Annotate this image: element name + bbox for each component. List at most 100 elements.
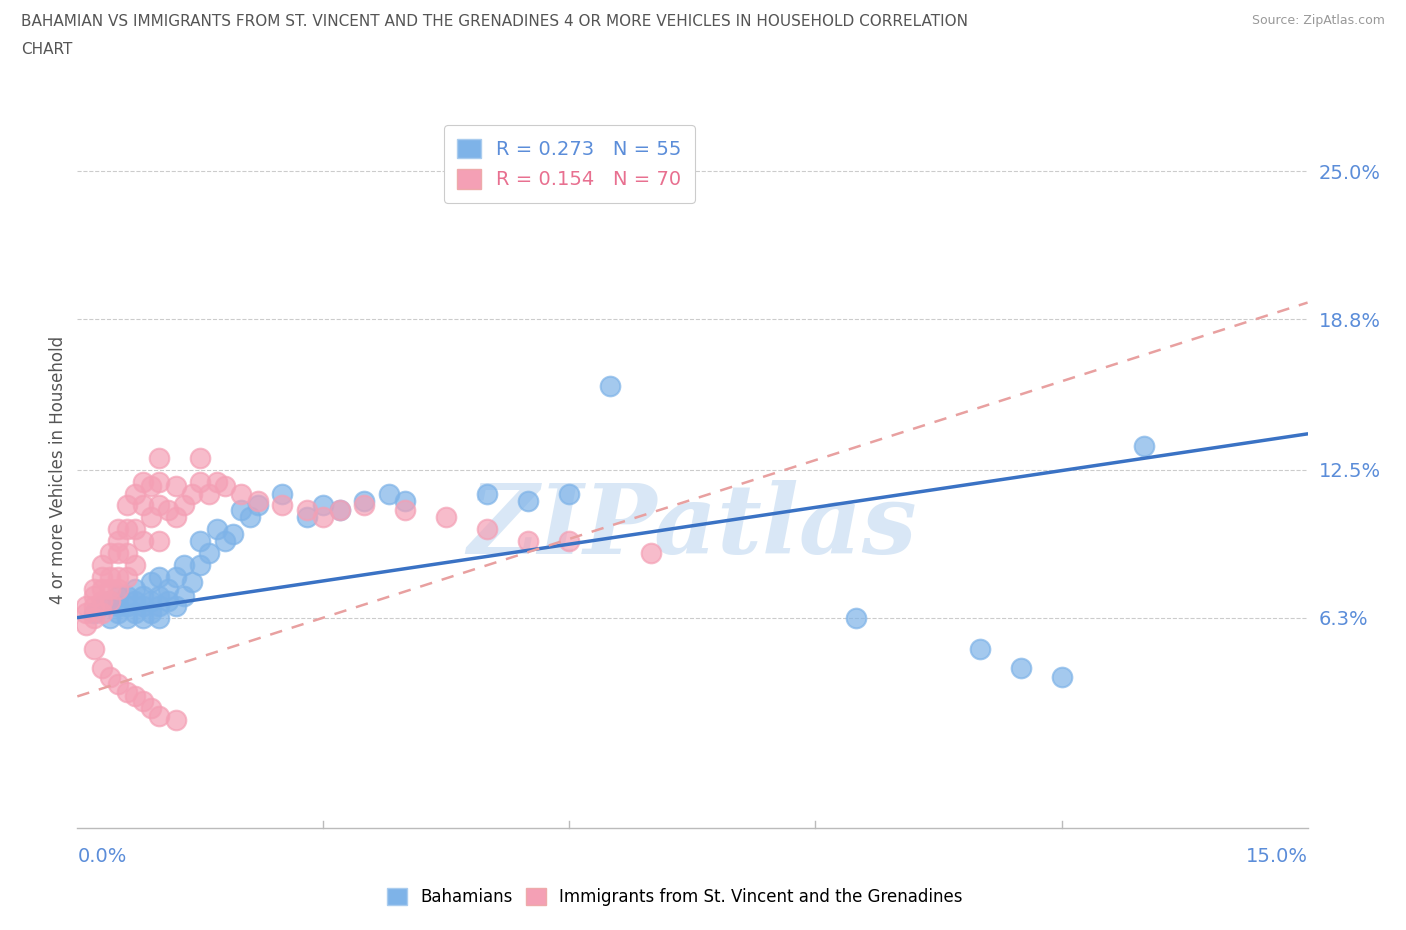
Point xyxy=(197,486,219,501)
Point xyxy=(188,450,212,465)
Point xyxy=(517,534,540,549)
Point xyxy=(141,510,163,525)
Point xyxy=(98,569,121,585)
Point xyxy=(83,581,105,596)
Point xyxy=(107,677,129,692)
Point xyxy=(231,503,253,518)
Point xyxy=(181,575,204,590)
Point xyxy=(90,593,114,608)
Text: CHART: CHART xyxy=(21,42,73,57)
Point xyxy=(271,498,294,513)
Point xyxy=(115,684,138,699)
Point xyxy=(132,610,155,625)
Point xyxy=(115,589,138,604)
Point xyxy=(90,660,114,675)
Point xyxy=(75,598,97,613)
Point xyxy=(517,493,540,508)
Point xyxy=(90,605,114,620)
Point xyxy=(107,546,129,561)
Point xyxy=(197,546,219,561)
Text: 15.0%: 15.0% xyxy=(1246,847,1308,866)
Point xyxy=(239,510,262,525)
Point xyxy=(141,479,163,494)
Point xyxy=(124,486,146,501)
Point xyxy=(124,689,146,704)
Point xyxy=(477,486,499,501)
Point xyxy=(148,534,170,549)
Point xyxy=(205,474,228,489)
Text: Source: ZipAtlas.com: Source: ZipAtlas.com xyxy=(1251,14,1385,27)
Point xyxy=(115,610,138,625)
Point xyxy=(271,486,294,501)
Point xyxy=(214,534,236,549)
Point xyxy=(181,486,204,501)
Point xyxy=(188,534,212,549)
Point xyxy=(75,618,97,632)
Point xyxy=(107,598,129,613)
Point xyxy=(165,479,187,494)
Point xyxy=(107,522,129,537)
Text: BAHAMIAN VS IMMIGRANTS FROM ST. VINCENT AND THE GRENADINES 4 OR MORE VEHICLES IN: BAHAMIAN VS IMMIGRANTS FROM ST. VINCENT … xyxy=(21,14,969,29)
Point xyxy=(98,593,121,608)
Point xyxy=(107,581,129,596)
Point xyxy=(98,581,121,596)
Point xyxy=(436,510,458,525)
Point xyxy=(107,569,129,585)
Point xyxy=(141,701,163,716)
Point xyxy=(173,498,195,513)
Point xyxy=(83,589,105,604)
Point xyxy=(1010,660,1032,675)
Point xyxy=(173,558,195,573)
Point xyxy=(222,526,245,541)
Point xyxy=(558,486,581,501)
Point xyxy=(165,712,187,727)
Point xyxy=(599,379,621,393)
Point xyxy=(124,522,146,537)
Point xyxy=(132,474,155,489)
Point xyxy=(132,498,155,513)
Point xyxy=(148,450,170,465)
Point xyxy=(132,694,155,709)
Point xyxy=(246,493,269,508)
Point xyxy=(132,534,155,549)
Point xyxy=(558,534,581,549)
Point xyxy=(98,670,121,684)
Legend: Bahamians, Immigrants from St. Vincent and the Grenadines: Bahamians, Immigrants from St. Vincent a… xyxy=(380,881,970,912)
Text: ZIPatlas: ZIPatlas xyxy=(468,480,917,574)
Point xyxy=(295,510,318,525)
Point xyxy=(132,598,155,613)
Point xyxy=(132,589,155,604)
Point xyxy=(246,498,269,513)
Point xyxy=(83,605,105,620)
Point xyxy=(165,510,187,525)
Point xyxy=(148,610,170,625)
Point xyxy=(83,610,105,625)
Point xyxy=(141,593,163,608)
Point xyxy=(173,589,195,604)
Point xyxy=(477,522,499,537)
Point xyxy=(124,581,146,596)
Point xyxy=(124,593,146,608)
Point xyxy=(640,546,662,561)
Legend: R = 0.273   N = 55, R = 0.154   N = 70: R = 0.273 N = 55, R = 0.154 N = 70 xyxy=(444,125,695,203)
Text: 0.0%: 0.0% xyxy=(77,847,127,866)
Point xyxy=(141,575,163,590)
Point xyxy=(98,593,121,608)
Point xyxy=(83,642,105,657)
Point xyxy=(115,598,138,613)
Point xyxy=(115,522,138,537)
Point xyxy=(148,589,170,604)
Point xyxy=(378,486,401,501)
Point xyxy=(312,498,335,513)
Point xyxy=(329,503,352,518)
Point xyxy=(969,642,991,657)
Point xyxy=(156,503,179,518)
Point xyxy=(394,493,416,508)
Point xyxy=(124,558,146,573)
Point xyxy=(312,510,335,525)
Point xyxy=(165,569,187,585)
Point xyxy=(90,569,114,585)
Point xyxy=(115,546,138,561)
Point xyxy=(107,589,129,604)
Point xyxy=(148,708,170,723)
